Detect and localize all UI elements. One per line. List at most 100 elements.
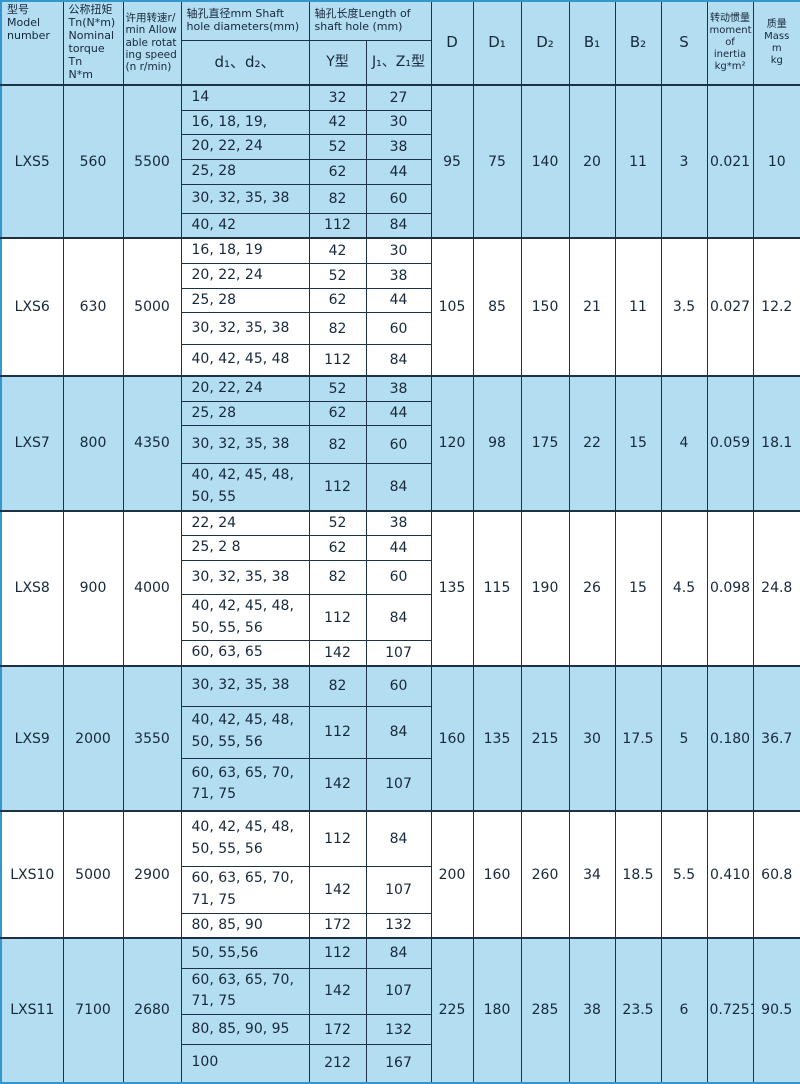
shaft-diameters: 20, 22, 24 <box>180 374 310 402</box>
D1-value: 85 <box>472 237 522 377</box>
B2-value: 15 <box>614 509 662 667</box>
S-value: 5 <box>660 665 708 812</box>
model-name: LXS6 <box>0 237 64 377</box>
D2-value: 285 <box>520 937 570 1084</box>
jz-type-length: 44 <box>365 535 432 561</box>
y-type-length: 62 <box>308 158 367 185</box>
jz-type-length: 60 <box>365 312 432 346</box>
header-col-B2: B₂ <box>614 0 662 86</box>
shaft-diameters: 40, 42, 45, 48, 50, 55 <box>180 463 310 512</box>
S-value: 5.5 <box>660 809 708 939</box>
spec-row: LXS8 900 4000 22, 24 52 38 135 115 190 26 15 4.5 0.0… <box>0 509 800 667</box>
B2-value: 11 <box>614 83 662 239</box>
jz-type-length: 44 <box>365 158 432 185</box>
inertia-value: 0.180 <box>706 665 754 812</box>
shaft-diameters: 40, 42, 45, 48 <box>180 344 310 377</box>
mass-value: 90.5 <box>752 937 800 1084</box>
D-value: 105 <box>430 237 474 377</box>
B1-value: 26 <box>568 509 616 667</box>
D2-value: 140 <box>520 83 570 239</box>
y-type-length: 62 <box>308 535 367 561</box>
model-name: LXS8 <box>0 509 64 667</box>
header-shaft-length-group: 轴孔长度Length of shaft hole (mm) <box>308 0 432 42</box>
y-type-length: 62 <box>308 287 367 314</box>
torque-value: 5000 <box>62 809 124 939</box>
D1-value: 75 <box>472 83 522 239</box>
y-type-length: 212 <box>308 1044 367 1084</box>
header-inertia: 转动惯量 moment of inertia kg*m² <box>706 0 754 86</box>
table-header: 型号 Model number 公称扭矩 Tn(N*m) Nominal tor… <box>0 0 800 86</box>
model-name: LXS5 <box>0 83 64 239</box>
y-type-length: 112 <box>308 344 367 377</box>
B2-value: 11 <box>614 237 662 377</box>
D1-value: 98 <box>472 374 522 512</box>
shaft-diameters: 30, 32, 35, 38 <box>180 183 310 214</box>
speed-value: 2680 <box>122 937 182 1084</box>
B1-value: 38 <box>568 937 616 1084</box>
model-name: LXS9 <box>0 665 64 812</box>
shaft-diameters: 30, 32, 35, 38 <box>180 559 310 595</box>
y-type-length: 52 <box>308 374 367 402</box>
spec-row: 30, 32, 35, 38 82 60 <box>1 183 800 214</box>
shaft-diameters: 20, 22, 24 <box>180 134 310 160</box>
D2-value: 150 <box>520 237 570 377</box>
header-col-D: D <box>430 0 474 86</box>
mass-value: 36.7 <box>752 665 800 812</box>
spec-row: 60, 63, 65, 70, 71, 75 142 107 <box>1 967 800 1016</box>
model-name: LXS10 <box>0 809 64 939</box>
jz-type-length: 30 <box>365 109 432 136</box>
spec-row: 80, 85, 90 172 132 <box>1 912 800 939</box>
jz-type-length: 60 <box>365 665 432 707</box>
header-mass: 质量 Mass m kg <box>752 0 800 86</box>
B2-value: 18.5 <box>614 809 662 939</box>
S-value: 6 <box>660 937 708 1084</box>
y-type-length: 52 <box>308 509 367 537</box>
jz-type-length: 38 <box>365 509 432 537</box>
header-jz-type-sub: J₁、Z₁型 <box>365 40 432 86</box>
D1-value: 180 <box>472 937 522 1084</box>
S-value: 4.5 <box>660 509 708 667</box>
speed-value: 3550 <box>122 665 182 812</box>
y-type-length: 82 <box>308 425 367 465</box>
y-type-length: 52 <box>308 134 367 160</box>
shaft-diameters: 25, 28 <box>180 158 310 185</box>
shaft-diameters: 60, 63, 65, 70, 71, 75 <box>180 967 310 1016</box>
shaft-diameters: 40, 42, 45, 48, 50, 55, 56 <box>180 705 310 759</box>
jz-type-length: 60 <box>365 425 432 465</box>
spec-row: 25, 28 62 44 <box>1 400 800 427</box>
spec-row: 16, 18, 19, 42 30 <box>1 109 800 136</box>
y-type-length: 82 <box>308 665 367 707</box>
shaft-diameters: 60, 63, 65 <box>180 640 310 667</box>
D2-value: 175 <box>520 374 570 512</box>
shaft-diameters: 60, 63, 65, 70, 71, 75 <box>180 865 310 914</box>
torque-value: 630 <box>62 237 124 377</box>
jz-type-length: 84 <box>365 212 432 239</box>
header-col-B1: B₁ <box>568 0 616 86</box>
header-shaft-diameter-group: 轴孔直径mm Shaft hole diameters(mm) <box>180 0 310 42</box>
spec-row: 20, 22, 24 52 38 <box>1 134 800 160</box>
header-col-D2: D₂ <box>520 0 570 86</box>
speed-value: 5500 <box>122 83 182 239</box>
torque-value: 2000 <box>62 665 124 812</box>
torque-value: 7100 <box>62 937 124 1084</box>
mass-value: 18.1 <box>752 374 800 512</box>
header-torque: 公称扭矩 Tn(N*m) Nominal torque Tn N*m <box>62 0 124 86</box>
jz-type-length: 107 <box>365 640 432 667</box>
speed-value: 4350 <box>122 374 182 512</box>
B1-value: 21 <box>568 237 616 377</box>
header-speed: 许用转速r/min Allowable rotating speed (n r/… <box>122 0 182 86</box>
B2-value: 15 <box>614 374 662 512</box>
y-type-length: 142 <box>308 757 367 812</box>
shaft-diameters: 20, 22, 24 <box>180 262 310 289</box>
header-model: 型号 Model number <box>0 0 64 86</box>
jz-type-length: 84 <box>365 810 432 867</box>
y-type-length: 82 <box>308 312 367 346</box>
B2-value: 23.5 <box>614 937 662 1084</box>
spec-row: 25, 28 62 44 <box>1 158 800 185</box>
jz-type-length: 30 <box>365 237 432 264</box>
B1-value: 22 <box>568 374 616 512</box>
spec-row: LXS7 800 4350 20, 22, 24 52 38 120 98 175 22 15 4 0.… <box>0 374 800 512</box>
jz-type-length: 107 <box>365 757 432 812</box>
jz-type-length: 60 <box>365 183 432 214</box>
torque-value: 800 <box>62 374 124 512</box>
